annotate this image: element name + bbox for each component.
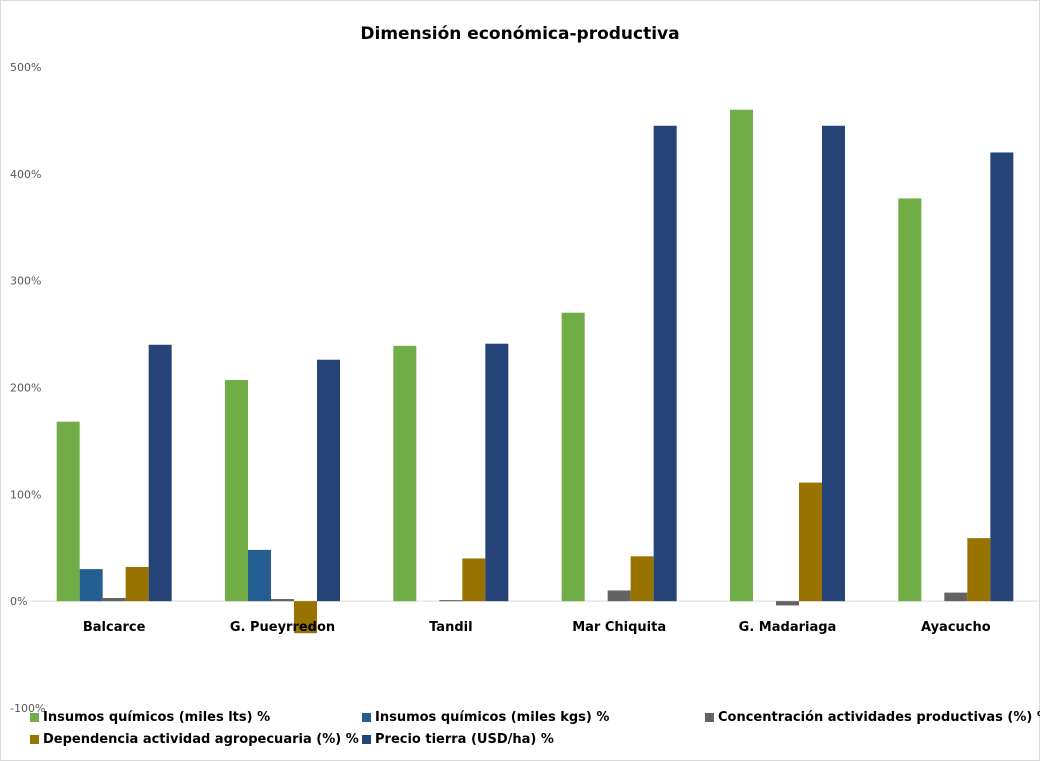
x-category-label: G. Pueyrredon	[230, 620, 335, 635]
legend-swatch	[30, 713, 39, 722]
y-tick-label: 0%	[10, 595, 27, 608]
legend-item: Precio tierra (USD/ha) %	[362, 732, 554, 747]
bar-g-pueyrredon-series-2	[248, 549, 271, 602]
legend-label: Precio tierra (USD/ha) %	[375, 732, 554, 747]
y-tick-label: 200%	[10, 382, 41, 395]
bar-ayacucho-series-5	[990, 152, 1014, 602]
bar-tandil-series-5	[485, 343, 509, 602]
x-category-label: Mar Chiquita	[572, 620, 666, 635]
legend-label: Insumos químicos (miles kgs) %	[375, 710, 610, 725]
bar-balcarce-series-2	[79, 569, 103, 602]
legend-label: Concentración actividades productivas (%…	[718, 710, 1040, 725]
bar-tandil-series-4	[462, 558, 486, 602]
legend-item: Concentración actividades productivas (%…	[705, 710, 1040, 725]
bar-mar-chiquita-series-4	[630, 556, 654, 602]
bar-g-madariaga-series-5	[822, 125, 845, 602]
bar-balcarce-series-3	[102, 597, 126, 602]
bar-g-madariaga-series-4	[799, 482, 822, 602]
y-tick-label: -100%	[10, 702, 45, 715]
bar-g-pueyrredon-series-5	[317, 359, 340, 602]
bar-g-pueyrredon-series-4	[294, 601, 317, 634]
bar-mar-chiquita-series-1	[561, 312, 585, 602]
legend-swatch	[30, 735, 39, 744]
legend-item: Insumos químicos (miles kgs) %	[362, 710, 609, 725]
chart-title: Dimensión económica-productiva	[360, 24, 680, 44]
bar-mar-chiquita-series-5	[653, 125, 677, 602]
x-category-label: G. Madariaga	[739, 620, 837, 635]
bar-g-pueyrredon-series-3	[271, 599, 294, 602]
bar-g-pueyrredon-series-1	[225, 380, 248, 602]
bar-ayacucho-series-3	[944, 592, 968, 602]
legend-label: Insumos químicos (miles lts) %	[43, 710, 271, 725]
bar-mar-chiquita-series-3	[607, 590, 631, 602]
bar-g-madariaga-series-1	[730, 109, 753, 602]
legend-item: Dependencia actividad agropecuaria (%) %	[30, 732, 359, 747]
legend-label: Dependencia actividad agropecuaria (%) %	[43, 732, 359, 747]
bar-ayacucho-series-1	[898, 198, 922, 602]
legend-swatch	[362, 735, 371, 744]
y-tick-label: 100%	[10, 488, 41, 501]
y-tick-label: 400%	[10, 168, 41, 181]
legend-swatch	[705, 713, 714, 722]
bar-tandil-series-3	[439, 600, 463, 602]
bar-ayacucho-series-4	[967, 538, 991, 602]
legend-item: Insumos químicos (miles lts) %	[30, 710, 270, 725]
bar-balcarce-series-5	[148, 344, 172, 602]
y-tick-label: 300%	[10, 275, 41, 288]
legend-swatch	[362, 713, 371, 722]
bar-balcarce-series-4	[125, 566, 149, 602]
y-tick-label: 500%	[10, 61, 41, 74]
bar-balcarce-series-1	[56, 421, 80, 602]
x-category-label: Ayacucho	[921, 620, 991, 635]
x-category-label: Tandil	[429, 620, 472, 635]
bar-g-madariaga-series-3	[776, 601, 799, 606]
x-category-label: Balcarce	[83, 620, 146, 635]
bar-tandil-series-1	[393, 345, 417, 602]
